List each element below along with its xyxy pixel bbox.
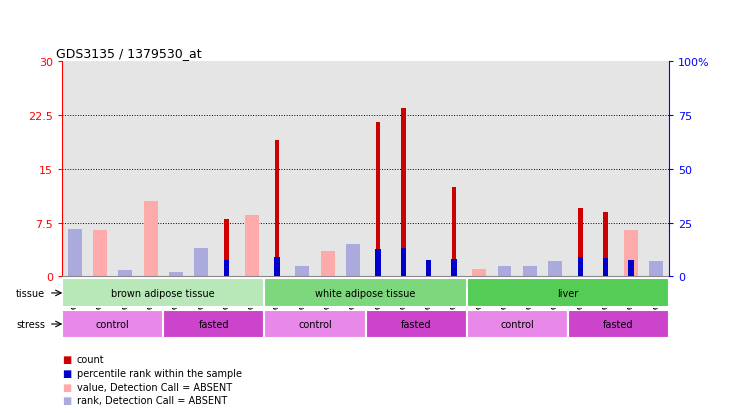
Text: ■: ■ [62, 368, 72, 378]
Bar [213, 62, 239, 277]
Text: ■: ■ [62, 382, 72, 392]
Bar [568, 62, 593, 277]
Bar [548, 262, 562, 277]
Bar [265, 279, 466, 308]
Bar [426, 261, 431, 277]
Text: stress: stress [16, 319, 45, 329]
Bar [93, 230, 107, 277]
Bar [265, 310, 366, 339]
Text: white adipose tissue: white adipose tissue [315, 288, 416, 298]
Bar [416, 62, 442, 277]
Bar [289, 62, 315, 277]
Bar [618, 62, 643, 277]
Bar [163, 310, 265, 339]
Text: control: control [96, 319, 129, 329]
Bar [568, 310, 669, 339]
Text: fasted: fasted [199, 319, 229, 329]
Bar [375, 250, 381, 277]
Bar [628, 261, 634, 277]
Text: liver: liver [557, 288, 578, 298]
Bar [274, 257, 280, 277]
Bar [265, 62, 289, 277]
Text: value, Detection Call = ABSENT: value, Detection Call = ABSENT [77, 382, 232, 392]
Bar [624, 230, 638, 277]
Text: ■: ■ [62, 354, 72, 364]
Bar [523, 266, 537, 277]
Bar [340, 62, 366, 277]
Bar [498, 266, 512, 277]
Bar [224, 261, 230, 277]
Text: control: control [298, 319, 332, 329]
Bar [68, 230, 82, 277]
Bar [62, 62, 88, 277]
Bar [68, 252, 82, 277]
Bar [452, 187, 456, 277]
Bar [472, 270, 486, 277]
Bar [194, 249, 208, 277]
Bar [239, 62, 265, 277]
Text: fasted: fasted [603, 319, 634, 329]
Bar [295, 266, 309, 277]
Bar [649, 262, 663, 277]
Bar [321, 252, 335, 277]
Text: control: control [500, 319, 534, 329]
Bar [548, 266, 562, 277]
Text: count: count [77, 354, 105, 364]
Bar [401, 249, 406, 277]
Bar [542, 62, 568, 277]
Bar [88, 62, 113, 277]
Bar [118, 270, 132, 277]
Text: fasted: fasted [401, 319, 431, 329]
Bar [275, 141, 279, 277]
Bar [643, 62, 669, 277]
Bar [401, 109, 406, 277]
Bar [346, 244, 360, 277]
Bar [315, 62, 340, 277]
Bar [189, 62, 213, 277]
Text: tissue: tissue [16, 288, 45, 298]
Bar [442, 62, 466, 277]
Bar [138, 62, 163, 277]
Bar [169, 273, 183, 277]
Bar [466, 279, 669, 308]
Bar [224, 219, 229, 277]
Bar [391, 62, 416, 277]
Bar [194, 259, 208, 277]
Bar [603, 212, 608, 277]
Text: ■: ■ [62, 395, 72, 405]
Text: GDS3135 / 1379530_at: GDS3135 / 1379530_at [56, 46, 202, 59]
Bar [366, 310, 466, 339]
Bar [62, 310, 163, 339]
Text: rank, Detection Call = ABSENT: rank, Detection Call = ABSENT [77, 395, 227, 405]
Bar [517, 62, 542, 277]
Bar [492, 62, 517, 277]
Bar [376, 123, 380, 277]
Bar [113, 62, 138, 277]
Bar [466, 310, 568, 339]
Bar [451, 259, 457, 277]
Bar [163, 62, 189, 277]
Bar [144, 202, 158, 277]
Bar [578, 209, 583, 277]
Text: percentile rank within the sample: percentile rank within the sample [77, 368, 242, 378]
Bar [593, 62, 618, 277]
Bar [366, 62, 391, 277]
Bar [245, 216, 259, 277]
Bar [466, 62, 492, 277]
Bar [603, 259, 608, 277]
Text: brown adipose tissue: brown adipose tissue [111, 288, 215, 298]
Bar [577, 257, 583, 277]
Bar [62, 279, 265, 308]
